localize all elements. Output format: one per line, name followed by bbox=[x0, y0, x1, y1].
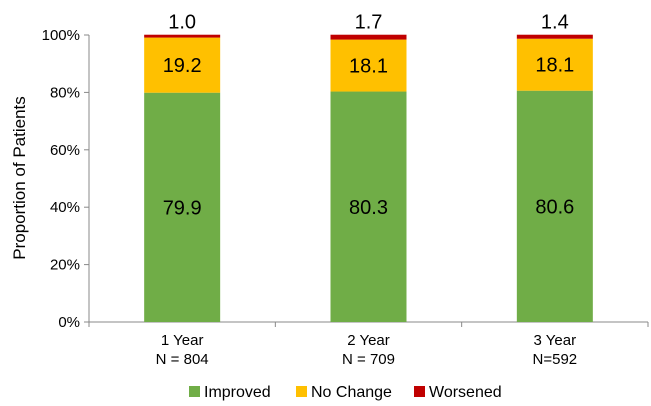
x-category-n: N=592 bbox=[533, 351, 578, 368]
x-category-label: 3 Year bbox=[534, 332, 577, 349]
y-tick-label: 80% bbox=[50, 84, 80, 101]
data-label: 80.6 bbox=[535, 196, 574, 218]
data-label: 79.9 bbox=[163, 197, 202, 219]
legend-swatch bbox=[296, 386, 307, 397]
legend: Improved No Change Worsened bbox=[189, 384, 502, 401]
legend-swatch bbox=[414, 386, 425, 397]
legend-label: Worsened bbox=[429, 384, 502, 401]
y-tick-label: 0% bbox=[58, 314, 80, 331]
bar-improved bbox=[516, 90, 593, 322]
y-tick-label: 20% bbox=[50, 257, 80, 274]
y-tick-label: 40% bbox=[50, 199, 80, 216]
bar-worsened bbox=[144, 34, 221, 38]
x-category-n: N = 709 bbox=[342, 351, 395, 368]
bar-worsened bbox=[516, 34, 593, 39]
legend-label: No Change bbox=[311, 384, 392, 401]
x-category-label: 2 Year bbox=[347, 332, 390, 349]
bar-worsened bbox=[330, 34, 407, 40]
data-label: 80.3 bbox=[349, 197, 388, 219]
legend-label: Improved bbox=[204, 384, 271, 401]
data-label: 1.7 bbox=[355, 12, 383, 34]
bars: 79.9 19.2 1.0 80.3 18.1 1.7 80.6 18.1 1.4 bbox=[144, 12, 593, 322]
bar-improved bbox=[330, 91, 407, 322]
category-labels: 1 Year N = 804 2 Year N = 709 3 Year N=592 bbox=[156, 332, 577, 368]
data-label: 18.1 bbox=[349, 56, 388, 78]
bar-improved bbox=[144, 92, 221, 322]
data-label: 18.1 bbox=[535, 55, 574, 77]
y-axis-label: Proportion of Patients bbox=[10, 96, 29, 259]
data-label: 19.2 bbox=[163, 55, 202, 77]
data-label: 1.0 bbox=[168, 12, 196, 34]
bar-no-change bbox=[144, 37, 221, 93]
bar-no-change bbox=[330, 39, 407, 92]
y-ticks: 0% 20% 40% 60% 80% 100% bbox=[42, 27, 649, 331]
data-label: 1.4 bbox=[541, 12, 569, 34]
bar-no-change bbox=[516, 38, 593, 91]
y-tick-label: 60% bbox=[50, 142, 80, 159]
x-category-n: N = 804 bbox=[156, 351, 209, 368]
y-tick-label: 100% bbox=[42, 27, 80, 44]
x-category-label: 1 Year bbox=[161, 332, 204, 349]
legend-swatch bbox=[189, 386, 200, 397]
